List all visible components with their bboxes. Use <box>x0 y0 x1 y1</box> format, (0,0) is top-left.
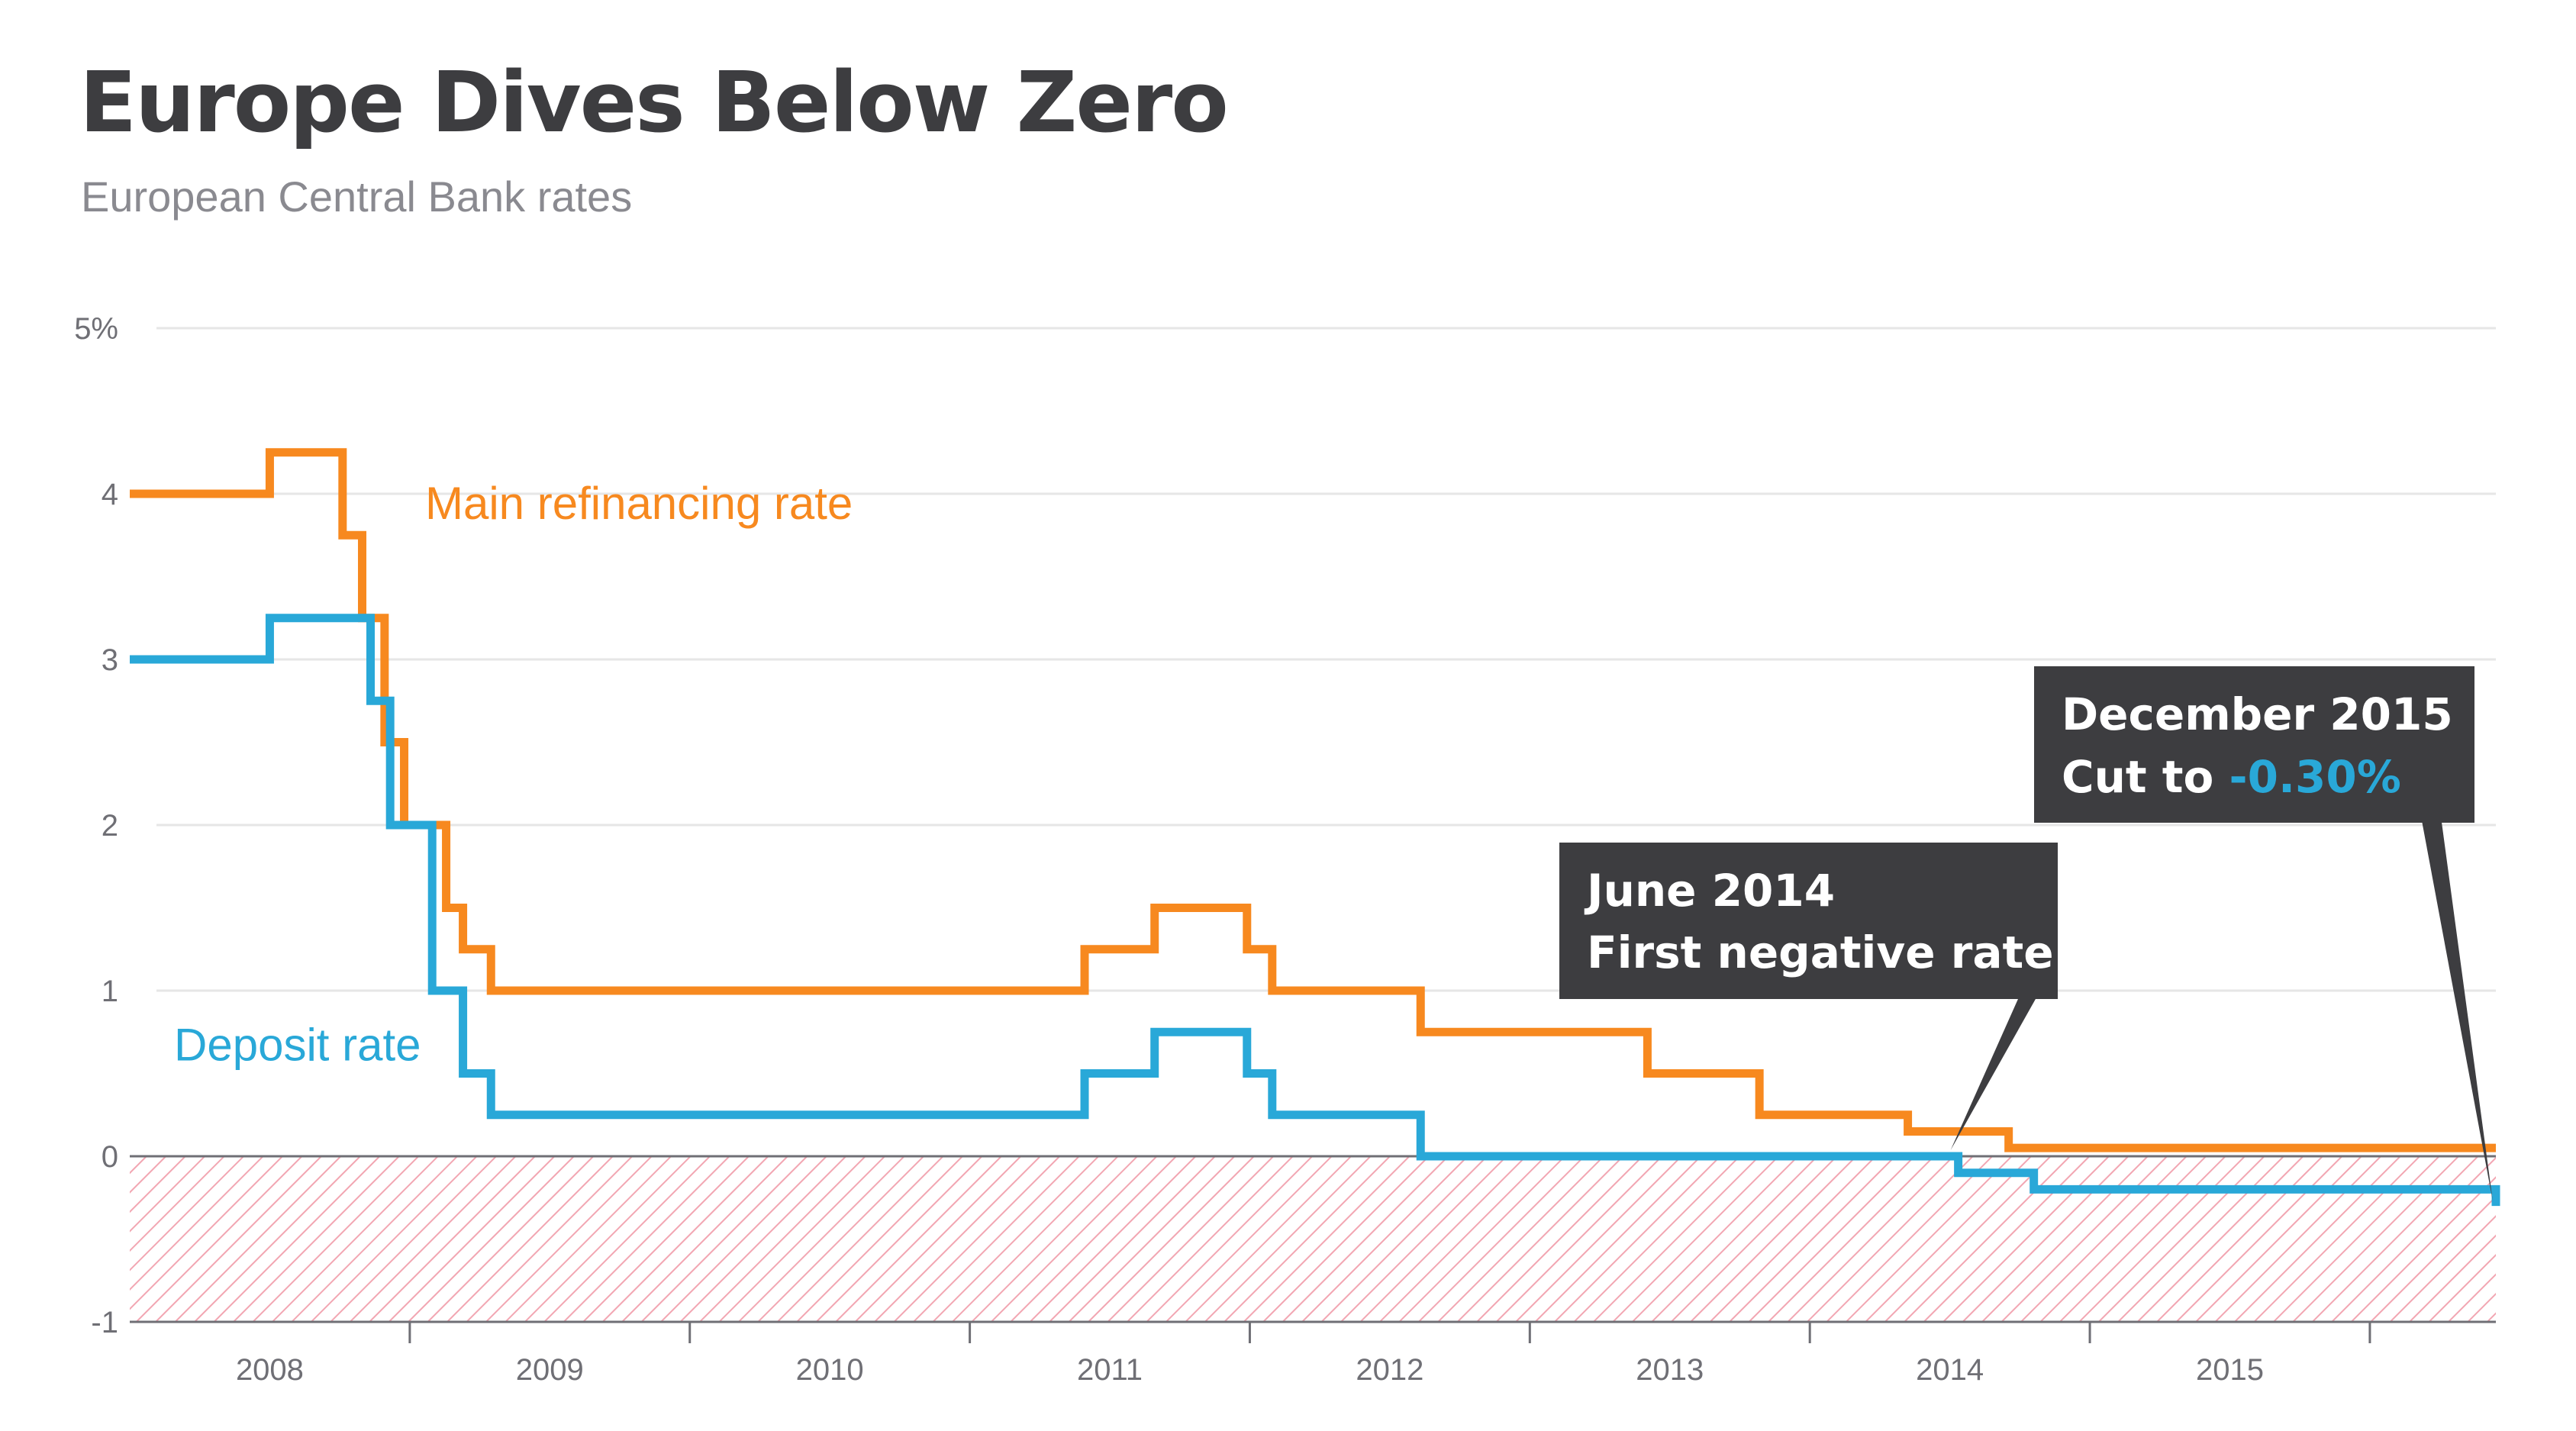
refi-series-label: Main refinancing rate <box>425 478 853 529</box>
x-tick-label: 2014 <box>1916 1353 1984 1387</box>
negative-region-hatch <box>130 1156 2496 1322</box>
dec2015-callout-highlight: -0.30% <box>2229 751 2401 803</box>
x-tick-label: 2013 <box>1636 1353 1704 1387</box>
x-tick-label: 2015 <box>2196 1353 2264 1387</box>
dec2015-callout-box <box>2034 666 2474 823</box>
chart-title: Europe Dives Below Zero <box>79 53 1229 151</box>
y-tick-label: 0 <box>102 1140 118 1174</box>
y-tick-label: 2 <box>102 809 118 843</box>
dec2015-callout-prefix: Cut to <box>2062 751 2229 803</box>
deposit-rate-line <box>130 614 2500 1207</box>
june2014-callout-subtitle: First negative rate <box>1587 927 2054 978</box>
x-tick-label: 2011 <box>1077 1353 1143 1387</box>
dec2015-callout-pointer <box>2421 817 2493 1202</box>
x-tick-label: 2008 <box>236 1353 304 1387</box>
y-tick-label: 1 <box>102 975 118 1008</box>
y-tick-label: -1 <box>91 1306 118 1339</box>
chart-subtitle: European Central Bank rates <box>81 172 633 221</box>
x-tick-label: 2010 <box>796 1353 864 1387</box>
y-tick-label: 4 <box>102 478 118 511</box>
deposit-series-label: Deposit rate <box>174 1019 421 1070</box>
dec2015-callout-subtitle: Cut to -0.30% <box>2062 751 2401 803</box>
x-tick-label: 2009 <box>516 1353 584 1387</box>
dec2015-callout-title: December 2015 <box>2062 688 2453 740</box>
june2014-callout-title: June 2014 <box>1584 865 1835 917</box>
june2014-callout-pointer <box>1950 992 2039 1150</box>
june2014-callout-box <box>1559 843 2058 999</box>
y-tick-label: 5% <box>74 312 118 346</box>
y-tick-label: 3 <box>102 643 118 677</box>
refi-rate-line <box>130 448 2496 1152</box>
x-tick-label: 2012 <box>1356 1353 1423 1387</box>
